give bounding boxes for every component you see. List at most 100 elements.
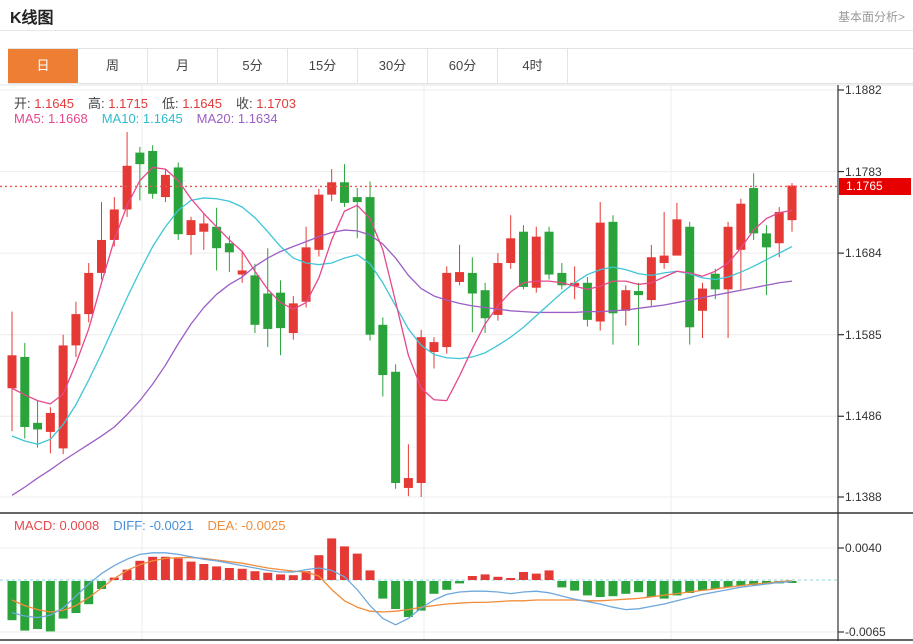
legend-value: 1.1645 (178, 96, 222, 111)
dea-line (11, 556, 793, 613)
legend-value: 1.1634 (234, 111, 278, 126)
candle-body (224, 243, 234, 253)
macd-bar (429, 581, 439, 594)
candle-body (352, 197, 362, 203)
candle-body (416, 337, 426, 483)
legend-value: -0.0021 (145, 518, 194, 533)
candle-body (493, 263, 503, 315)
macd-bar (84, 581, 94, 605)
macd-bar (352, 553, 362, 580)
candle-body (71, 314, 81, 346)
price-axis-tick-label: 1.1585 (845, 327, 882, 342)
macd-bar (391, 581, 401, 609)
candle-body (97, 239, 107, 273)
macd-bar (212, 566, 222, 580)
legend-label: DIFF: (113, 518, 146, 533)
candle-body (45, 412, 55, 432)
candle-body (339, 182, 349, 203)
legend-value: 1.1703 (252, 96, 296, 111)
legend-label: MA20: (196, 111, 235, 126)
tab-4时[interactable]: 4时 (498, 49, 568, 83)
candle-body (595, 222, 605, 322)
candle-body (84, 272, 94, 315)
macd-bar (148, 556, 158, 580)
diff-line (11, 552, 793, 626)
legend-value: 1.1668 (44, 111, 88, 126)
macd-bar (634, 581, 644, 593)
macd-bar (493, 576, 503, 580)
macd-bar (672, 581, 682, 596)
candle-body (122, 165, 132, 210)
page-title: K线图 (10, 10, 54, 27)
macd-bar (608, 581, 618, 597)
macd-bar (544, 570, 554, 580)
macd-bar (736, 581, 746, 586)
macd-bar (646, 581, 656, 597)
macd-bar (378, 581, 388, 599)
macd-bar (442, 581, 452, 590)
candle-body (685, 226, 695, 328)
tab-月[interactable]: 月 (148, 49, 218, 83)
tab-日[interactable]: 日 (8, 49, 78, 83)
macd-bar (135, 560, 145, 580)
candle-body (787, 185, 797, 221)
fundamental-analysis-link[interactable]: 基本面分析> (837, 10, 905, 24)
legend-label: MACD: (14, 518, 56, 533)
macd-bar (518, 572, 528, 580)
macd-bar (45, 581, 55, 632)
candle-body (58, 345, 68, 449)
tab-15分[interactable]: 15分 (288, 49, 358, 83)
legend-label: 低: (162, 96, 179, 111)
tab-30分[interactable]: 30分 (358, 49, 428, 83)
macd-axis-tick-label: -0.0065 (845, 625, 886, 639)
macd-bar (531, 573, 541, 580)
candle-body (148, 150, 158, 194)
macd-bar (173, 558, 183, 580)
candle-body (518, 231, 528, 287)
candle-body (774, 211, 784, 244)
candle-body (327, 182, 337, 195)
candle-body (20, 356, 30, 427)
macd-bar (33, 581, 43, 629)
tab-5分[interactable]: 5分 (218, 49, 288, 83)
legend-label: 收: (236, 96, 253, 111)
candle-body (736, 203, 746, 250)
candle-body (429, 342, 439, 352)
candle-body (365, 197, 375, 335)
macd-bar (595, 581, 605, 597)
candle-body (403, 478, 413, 488)
candle-body (506, 238, 516, 264)
legend-label: MA5: (14, 111, 45, 126)
ma-legend: MA5: 1.1668 MA10: 1.1645 MA20: 1.1634 (14, 111, 278, 126)
macd-bar (557, 581, 567, 588)
macd-bar (659, 581, 669, 599)
tab-周[interactable]: 周 (78, 49, 148, 83)
macd-bar (582, 581, 592, 596)
macd-bar (276, 574, 286, 580)
macd-bar (122, 569, 132, 580)
candle-body (659, 255, 669, 264)
legend-value: 1.1645 (139, 111, 183, 126)
macd-bar (570, 581, 580, 591)
macd-axis-tick-label: 0.0040 (845, 541, 882, 555)
legend-value: 0.0008 (55, 518, 100, 533)
macd-bar (480, 574, 490, 580)
candle-body (480, 290, 490, 319)
ma5-line (11, 166, 793, 405)
macd-bar (455, 581, 465, 584)
macd-bar (710, 581, 720, 589)
candle-body (749, 188, 759, 234)
candle-body (301, 247, 311, 302)
macd-bar (301, 571, 311, 580)
legend-value: -0.0025 (237, 518, 286, 533)
candle-body (173, 167, 183, 235)
candle-body (314, 194, 324, 250)
macd-bar (365, 570, 375, 580)
candle-body (761, 233, 771, 248)
price-axis-tick-label: 1.1388 (845, 490, 882, 504)
tab-60分[interactable]: 60分 (428, 49, 498, 83)
candle-body (212, 226, 222, 249)
macd-bar (685, 581, 695, 593)
macd-bar (58, 581, 68, 619)
